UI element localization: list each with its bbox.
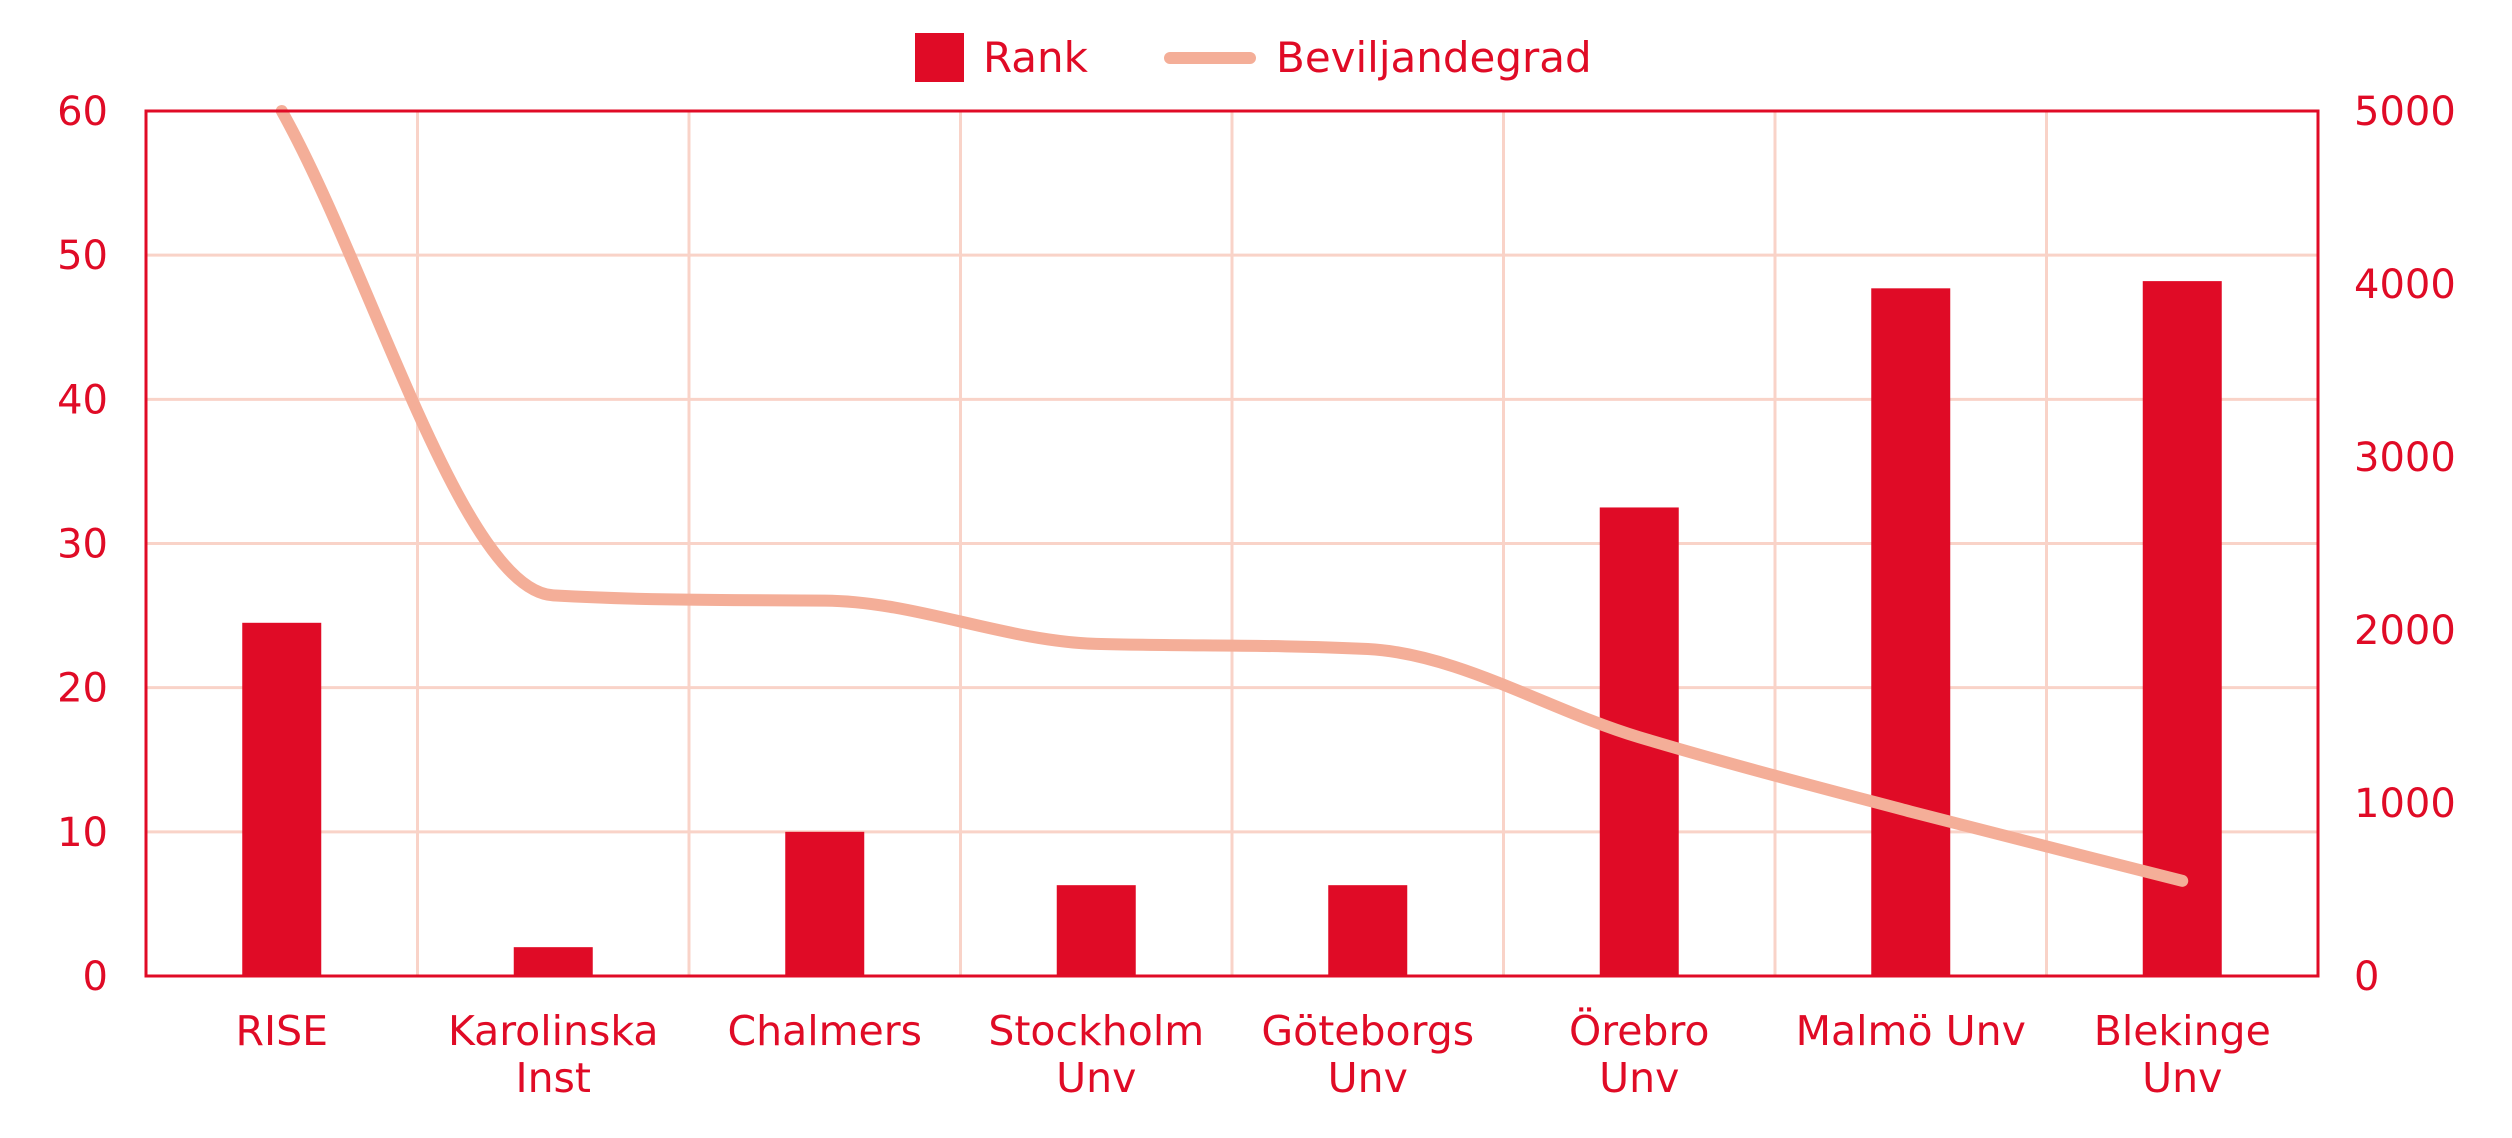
x-tick-label: Chalmers [727, 1007, 922, 1055]
x-tick-label: Unv [1056, 1054, 1136, 1102]
bar-rank [1871, 288, 1951, 976]
grid-lines [146, 111, 2318, 976]
legend: Rank Beviljandegrad [915, 33, 1592, 82]
y-right-tick-label: 2000 [2354, 608, 2456, 654]
legend-rank-label: Rank [983, 33, 1089, 82]
line-beviljandegrad [275, 105, 2189, 887]
y-axis-left: 0 10 20 30 40 50 60 [57, 89, 108, 1000]
bar-rank [513, 947, 593, 976]
y-left-tick-label: 10 [57, 810, 108, 856]
y-right-tick-label: 5000 [2354, 89, 2456, 135]
y-right-tick-label: 1000 [2354, 781, 2456, 827]
bar-rank [2142, 281, 2222, 976]
bar-rank [785, 831, 865, 976]
legend-beviljandegrad-label: Beviljandegrad [1276, 33, 1592, 82]
bar-rank [1056, 885, 1136, 976]
y-left-tick-label: 50 [57, 233, 108, 279]
y-left-tick-label: 40 [57, 377, 108, 423]
y-left-tick-label: 30 [57, 522, 108, 568]
bar-rank [1328, 885, 1408, 976]
x-tick-label: Blekinge [2094, 1007, 2271, 1055]
plot-border [144, 109, 2320, 978]
y-left-tick-label: 20 [57, 666, 108, 712]
y-right-tick-label: 0 [2354, 954, 2379, 1000]
y-left-tick-label: 60 [57, 89, 108, 135]
x-tick-label: Örebro [1569, 1007, 1710, 1055]
legend-rank-swatch [915, 33, 964, 82]
plot-frame [144, 109, 2320, 978]
y-right-tick-label: 3000 [2354, 435, 2456, 481]
x-tick-label: Unv [1328, 1054, 1408, 1102]
bar-rank [242, 622, 322, 976]
x-tick-label: Karolinska [448, 1007, 659, 1055]
rank-bars [242, 281, 2222, 976]
x-tick-label: Stockholm [988, 1007, 1204, 1055]
y-right-tick-label: 4000 [2354, 262, 2456, 308]
x-tick-label: Inst [515, 1054, 591, 1102]
x-tick-label: Göteborgs [1261, 1007, 1474, 1055]
x-tick-label: Malmö Unv [1796, 1007, 2026, 1055]
beviljandegrad-line [275, 105, 2189, 887]
y-axis-right: 0 1000 2000 3000 4000 5000 [2354, 89, 2456, 1000]
x-tick-label: RISE [235, 1007, 328, 1055]
x-tick-label: Unv [1599, 1054, 1679, 1102]
y-left-tick-label: 0 [83, 954, 108, 1000]
x-tick-label: Unv [2142, 1054, 2222, 1102]
